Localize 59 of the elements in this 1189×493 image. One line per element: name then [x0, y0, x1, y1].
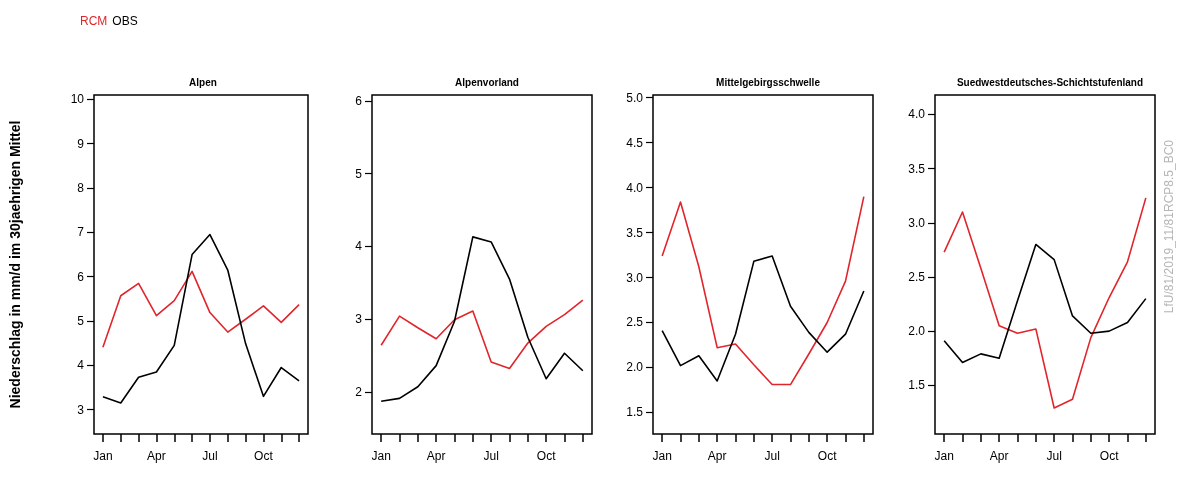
y-tick-label: 2.5: [908, 269, 926, 284]
y-tick-label: 4: [77, 358, 85, 373]
y-tick-label: 2.5: [626, 315, 644, 330]
x-tick-label: Jan: [934, 449, 954, 463]
x-tick-label: Apr: [426, 449, 446, 463]
text: OBS: [112, 14, 138, 28]
y-tick-label: 6: [355, 93, 363, 108]
y-tick-label: 1.5: [908, 378, 926, 393]
y-tick-label: 4: [355, 239, 363, 254]
x-tick-label: Jul: [764, 449, 780, 463]
x-tick-label: Apr: [147, 449, 166, 463]
chart-title: Alpen: [189, 76, 217, 88]
line-series: [661, 195, 865, 386]
line-series: [661, 255, 865, 382]
chart-title: Alpenvorland: [455, 76, 519, 88]
y-tick-label: 7: [77, 225, 85, 240]
x-tick-label: Apr: [707, 449, 727, 463]
y-tick-label: 3: [77, 402, 85, 417]
y-tick-label: 2.0: [626, 360, 644, 375]
x-tick-label: Jan: [371, 449, 391, 463]
y-tick-label: 10: [70, 92, 85, 107]
x-tick-label: Jul: [1046, 449, 1062, 463]
x-tick-label: Oct: [254, 449, 274, 463]
chart-title: Mittelgebirgsschwelle: [716, 76, 821, 88]
y-tick-label: 8: [77, 181, 85, 196]
y-tick-label: 4.0: [908, 107, 926, 122]
y-tick-label: 5: [355, 166, 363, 181]
y-tick-label: 9: [77, 136, 85, 151]
y-tick-label: 1.5: [626, 405, 644, 420]
y-axis-title: Niederschlag in mm/d im 30jaehrigen Mittel: [7, 120, 23, 409]
x-tick-label: Oct: [817, 449, 838, 463]
line-series: [380, 236, 584, 403]
y-tick-label: 3: [355, 312, 363, 327]
y-tick-label: 4.0: [626, 180, 644, 195]
line-series: [380, 299, 584, 370]
text: LfU/81/2019_11/81RCP8.5_BC0: [1162, 139, 1176, 314]
x-tick-label: Oct: [1099, 449, 1120, 463]
y-tick-label: 2: [355, 384, 363, 399]
x-tick-label: Jul: [202, 449, 218, 463]
y-tick-label: 3.5: [626, 225, 644, 240]
x-tick-label: Apr: [989, 449, 1009, 463]
x-tick-label: Jan: [93, 449, 113, 463]
x-tick-label: Oct: [536, 449, 557, 463]
y-tick-label: 3.5: [908, 161, 926, 176]
y-tick-label: 3.0: [908, 215, 926, 230]
y-tick-label: 5.0: [626, 90, 644, 105]
line-series: [102, 270, 300, 348]
chart-title: Suedwestdeutsches-Schichtstufenland: [956, 76, 1144, 88]
y-tick-label: 5: [77, 314, 85, 328]
x-tick-label: Jul: [483, 449, 499, 463]
line-series: [943, 197, 1147, 409]
y-tick-label: 4.5: [626, 135, 644, 150]
y-tick-label: 3.0: [626, 270, 644, 285]
x-tick-label: Jan: [652, 449, 672, 463]
line-series: [102, 233, 300, 404]
y-tick-label: 6: [77, 269, 85, 284]
text: RCM: [80, 14, 108, 28]
y-tick-label: 2.0: [908, 324, 926, 339]
line-series: [943, 243, 1147, 364]
